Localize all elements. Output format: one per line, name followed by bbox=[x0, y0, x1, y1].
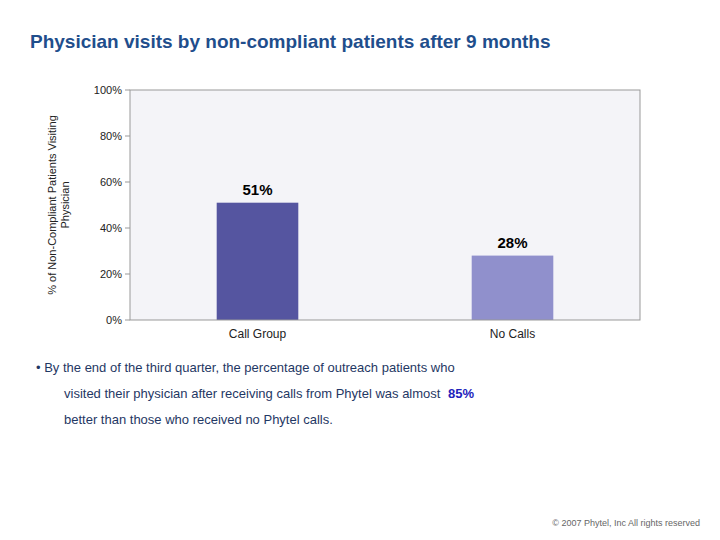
x-tick-label: Call Group bbox=[229, 327, 287, 341]
y-tick bbox=[125, 320, 130, 321]
bars bbox=[217, 203, 554, 320]
data-label: 51% bbox=[242, 181, 272, 198]
chart-root: Physician visits by non-compliant patien… bbox=[0, 0, 720, 540]
y-axis-label-line: % of Non-Compliant Patients Visiting bbox=[46, 115, 58, 295]
y-tick bbox=[125, 90, 130, 91]
bar bbox=[217, 203, 299, 320]
y-tick-label: 80% bbox=[100, 130, 122, 142]
y-tick-label: 0% bbox=[106, 314, 122, 326]
y-axis-label-line: Physician bbox=[59, 181, 71, 228]
y-tick bbox=[125, 228, 130, 229]
annotation: • By the end of the third quarter, the p… bbox=[36, 360, 455, 375]
y-tick-label: 20% bbox=[100, 268, 122, 280]
data-label: 28% bbox=[497, 234, 527, 251]
x-tick-label: No Calls bbox=[490, 327, 535, 341]
plot-background bbox=[130, 90, 640, 320]
title: Physician visits by non-compliant patien… bbox=[30, 31, 551, 52]
annotation-highlight: 85% bbox=[448, 386, 474, 401]
y-tick bbox=[125, 274, 130, 275]
y-tick bbox=[125, 136, 130, 137]
y-tick-label: 100% bbox=[94, 84, 122, 96]
footnote: © 2007 Phytel, Inc All rights reserved bbox=[552, 518, 700, 528]
bar bbox=[472, 256, 554, 320]
y-tick-label: 40% bbox=[100, 222, 122, 234]
plot-frame bbox=[130, 90, 640, 320]
annotation: visited their physician after receiving … bbox=[64, 386, 444, 401]
y-axis-label: % of Non-Compliant Patients VisitingPhys… bbox=[46, 115, 71, 295]
annotation-line: visited their physician after receiving … bbox=[64, 386, 475, 401]
annotation: better than those who received no Phytel… bbox=[64, 412, 333, 427]
y-tick bbox=[125, 182, 130, 183]
y-tick-label: 60% bbox=[100, 176, 122, 188]
